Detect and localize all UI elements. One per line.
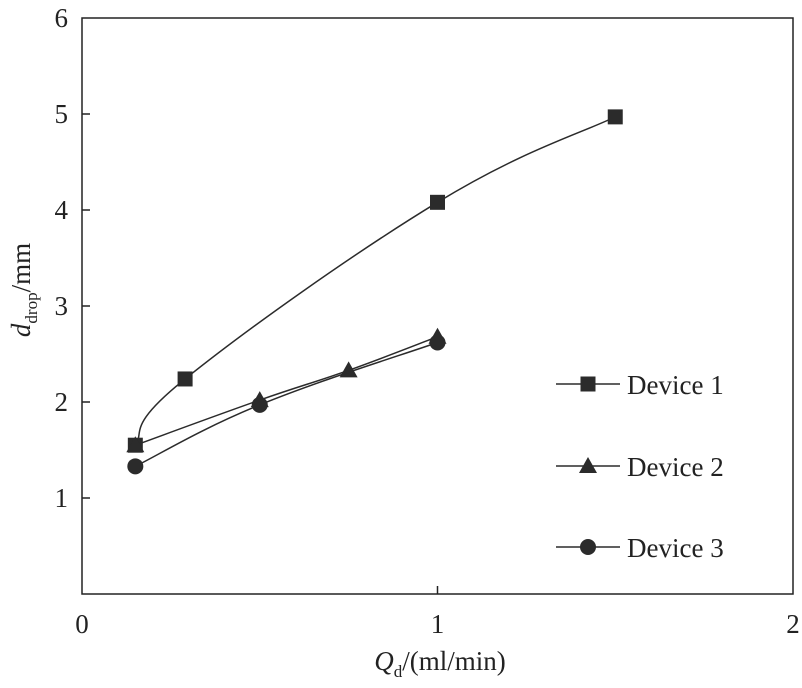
- x-axis: 0 1 2: [75, 586, 800, 639]
- x-axis-label: Qd/(ml/min): [374, 646, 506, 681]
- legend-marker: [580, 539, 596, 555]
- y-tick-label: 3: [55, 291, 69, 321]
- x-tick-label: 2: [786, 609, 800, 639]
- legend-label: Device 3: [627, 533, 724, 563]
- legend: Device 1 Device 2 Device 3: [556, 370, 724, 563]
- data-point: [127, 458, 144, 475]
- data-point: [177, 371, 193, 387]
- series-line: [135, 336, 438, 446]
- data-point: [429, 334, 446, 351]
- y-tick-label: 4: [55, 195, 69, 225]
- series-1: [127, 109, 623, 453]
- series-line: [134, 116, 616, 446]
- series-2: [126, 327, 447, 453]
- legend-marker: [580, 376, 596, 392]
- data-point: [126, 436, 145, 453]
- legend-label: Device 1: [627, 370, 724, 400]
- x-tick-label: 1: [431, 609, 445, 639]
- y-axis-label: ddrop/mm: [6, 243, 41, 337]
- plot-frame: [81, 17, 794, 595]
- series-line: [134, 341, 438, 467]
- legend-item: Device 2: [556, 452, 724, 482]
- y-tick-label: 2: [55, 387, 69, 417]
- y-tick-label: 6: [55, 3, 69, 33]
- legend-label: Device 2: [627, 452, 724, 482]
- y-tick-label: 1: [55, 483, 69, 513]
- series-layer: [126, 109, 623, 475]
- data-point: [251, 396, 268, 413]
- y-tick-label: 5: [55, 99, 69, 129]
- series-3: [127, 334, 446, 475]
- data-point: [430, 194, 445, 210]
- legend-item: Device 3: [556, 533, 724, 563]
- legend-item: Device 1: [556, 370, 724, 400]
- y-axis: 1 2 3 4 5 6: [55, 3, 90, 513]
- plot-area: [81, 17, 794, 595]
- x-tick-label: 0: [75, 609, 89, 639]
- data-point: [607, 109, 623, 125]
- legend-marker: [579, 457, 597, 473]
